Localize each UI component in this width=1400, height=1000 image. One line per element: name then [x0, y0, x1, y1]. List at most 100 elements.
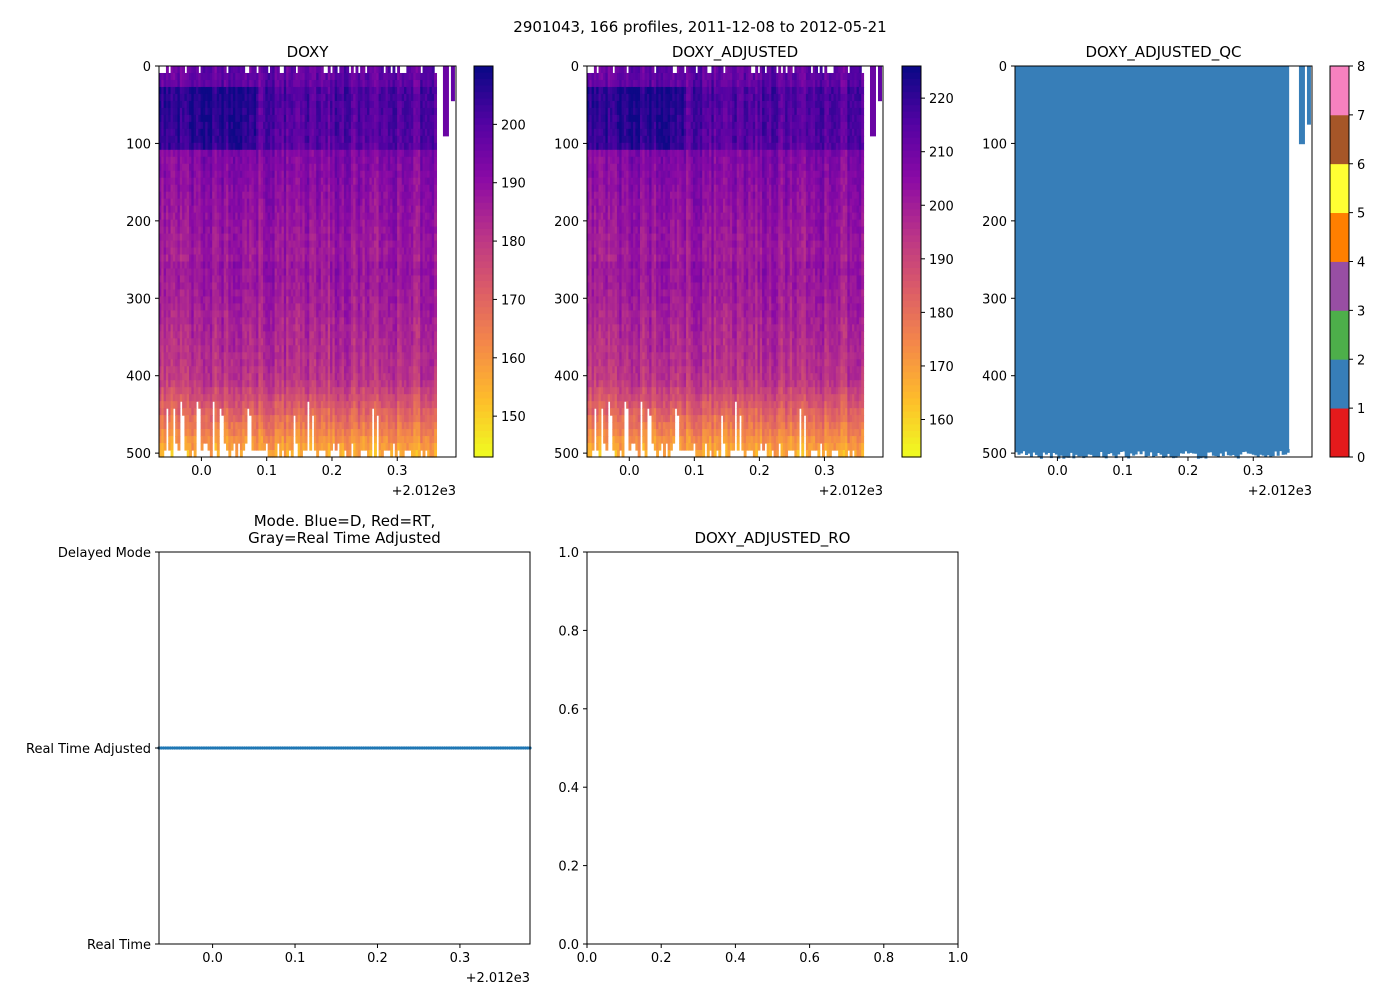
doxy-cell [161, 72, 165, 81]
doxy-cell [170, 303, 174, 311]
doxy-cell [304, 394, 308, 402]
doxy-cell [198, 163, 202, 172]
doxy-cell [263, 142, 266, 151]
doxy-cell [364, 268, 368, 277]
doxy-cell [311, 198, 315, 207]
doxy-cell [300, 121, 303, 130]
doxy-cell [214, 317, 218, 325]
doxy-cell [350, 303, 354, 311]
doxy-cell [276, 233, 280, 242]
doxy-cell [288, 373, 292, 381]
doxy-cell [272, 450, 276, 458]
doxy-cell [306, 282, 310, 291]
doxy-cell [283, 345, 287, 353]
doxy-cell [242, 219, 246, 228]
doxy-cell [309, 219, 313, 228]
doxy-cell [369, 366, 373, 374]
doxy-cell [179, 261, 183, 270]
doxy-cell [339, 331, 343, 339]
doxy-cell [265, 135, 269, 144]
doxy-cell [355, 408, 359, 416]
doxy-cell [235, 205, 239, 214]
doxy-cell [281, 352, 285, 360]
doxy-cell [272, 205, 276, 214]
doxy-cell [165, 338, 169, 346]
doxy-cell [341, 170, 345, 179]
doxy-cell [260, 135, 264, 144]
doxy-cell [320, 380, 324, 388]
doxy-cell [320, 310, 324, 318]
doxy-cell [330, 191, 333, 200]
doxy-cell [191, 338, 195, 346]
doxy-cell [221, 121, 225, 130]
doxy-cell [350, 219, 354, 228]
doxy-cell [306, 352, 310, 360]
doxy-cell [161, 219, 165, 228]
doxy-cell [191, 107, 195, 116]
doxy-cell [179, 212, 183, 221]
doxy-cell [209, 387, 213, 395]
doxy-cell [304, 79, 308, 88]
doxy-cell [369, 254, 373, 263]
doxy-cell [184, 429, 188, 437]
doxy-cell [193, 380, 197, 388]
doxy-cell [165, 163, 169, 172]
doxy-cell [367, 408, 370, 416]
doxy-cell [300, 310, 303, 318]
doxy-cell [283, 205, 287, 214]
doxy-cell [341, 275, 345, 284]
doxy-cell [355, 128, 359, 137]
doxy-cell [205, 149, 209, 158]
doxy-cell [216, 394, 220, 402]
doxy-cell [332, 163, 336, 172]
doxy-cell [198, 86, 202, 95]
doxy-cell [357, 198, 361, 207]
doxy-cell [235, 345, 239, 353]
doxy-cell [200, 401, 204, 409]
doxy-cell [230, 275, 234, 284]
doxy-cell [256, 142, 260, 151]
doxy-cell [221, 359, 225, 367]
doxy-cell [198, 296, 202, 304]
doxy-cell [343, 429, 347, 437]
doxy-cell [348, 282, 352, 291]
doxy-cell [309, 93, 313, 102]
doxy-cell [355, 86, 359, 95]
doxy-cell [367, 149, 370, 158]
doxy-cell [200, 443, 204, 451]
doxy-cell [360, 142, 364, 151]
doxy-cell [309, 268, 313, 277]
doxy-cell [165, 121, 169, 130]
doxy-cell [175, 261, 179, 270]
doxy-cell [346, 408, 350, 416]
doxy-cell [202, 429, 206, 437]
doxy-cell [313, 289, 317, 298]
doxy-cell [279, 429, 283, 437]
doxy-cell [269, 317, 273, 325]
doxy-cell [202, 401, 206, 409]
doxy-cell [348, 198, 352, 207]
doxy-cell [161, 142, 165, 151]
doxy-cell [214, 352, 218, 360]
doxy-cell [216, 359, 220, 367]
doxy-cell [302, 394, 306, 402]
doxy-cell [232, 100, 236, 109]
doxy-cell [295, 79, 299, 88]
doxy-cell [281, 289, 285, 298]
doxy-cell [320, 86, 324, 95]
doxy-cell [313, 240, 317, 249]
doxy-cell [320, 107, 324, 116]
doxy-cell [258, 72, 262, 81]
doxy-cell [297, 436, 301, 444]
doxy-cell [214, 156, 218, 165]
doxy-cell [276, 86, 280, 95]
doxy-cell [230, 191, 234, 200]
doxy-cell [235, 338, 239, 346]
doxy-cell [341, 310, 345, 318]
doxy-cell [304, 310, 308, 318]
doxy-cell [316, 422, 320, 430]
doxy-cell [168, 401, 172, 409]
doxy-cell [337, 366, 340, 374]
doxy-cell [272, 240, 276, 249]
doxy-cell [175, 345, 179, 353]
